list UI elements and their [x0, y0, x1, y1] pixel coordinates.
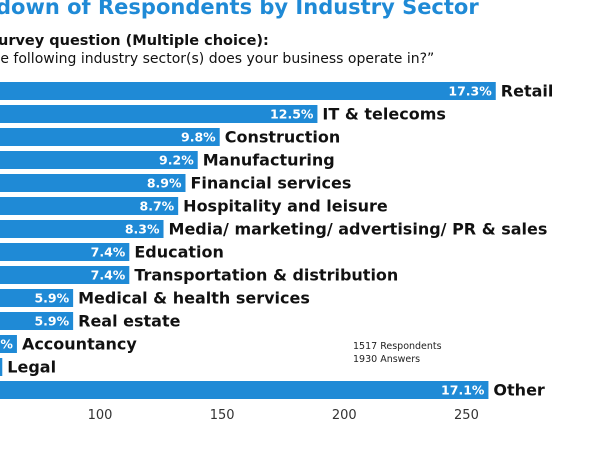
bar-medical-health-services [0, 289, 74, 307]
category-label-accountancy: Accountancy [22, 335, 137, 354]
value-label-medical-health-services: 5.9% [34, 291, 69, 306]
category-label-retail: Retail [501, 82, 554, 101]
answers-count: 1930 Answers [353, 354, 421, 365]
bar-retail [0, 82, 496, 100]
category-label-media-marketing-advertising-pr-sales: Media/ marketing/ advertising/ PR & sale… [169, 220, 548, 239]
bar-it-telecoms [0, 105, 318, 123]
value-label-retail: 17.3% [448, 84, 492, 99]
bar-media-marketing-advertising-pr-sales [0, 220, 164, 238]
category-label-other: Other [493, 381, 544, 400]
category-label-construction: Construction [225, 128, 341, 147]
respondents-note: 1517 Respondents 1930 Answers [353, 340, 442, 366]
respondents-count: 1517 Respondents [353, 341, 442, 352]
category-label-legal: Legal [7, 358, 56, 377]
bar-other [0, 381, 489, 399]
bar-manufacturing [0, 151, 198, 169]
x-tick-150: 150 [210, 408, 235, 423]
x-tick-250: 250 [454, 408, 479, 423]
x-tick-200: 200 [332, 408, 357, 423]
category-label-hospitality-and-leisure: Hospitality and leisure [183, 197, 388, 216]
category-label-manufacturing: Manufacturing [203, 151, 335, 170]
value-label-other: 17.1% [441, 383, 485, 398]
bar-accountancy [0, 335, 17, 353]
value-label-real-estate: 5.9% [34, 314, 69, 329]
chart-title: down of Respondents by Industry Sector [0, 0, 479, 19]
bar-transportation-distribution [0, 266, 130, 284]
value-label-hospitality-and-leisure: 8.7% [140, 199, 175, 214]
value-label-media-marketing-advertising-pr-sales: 8.3% [125, 222, 160, 237]
value-label-financial-services: 8.9% [147, 176, 182, 191]
x-tick-100: 100 [88, 408, 113, 423]
category-label-it-telecoms: IT & telecoms [322, 105, 445, 124]
category-label-medical-health-services: Medical & health services [78, 289, 310, 308]
bar-financial-services [0, 174, 186, 192]
value-label-manufacturing: 9.2% [159, 153, 194, 168]
value-label-education: 7.4% [91, 245, 126, 260]
category-label-real-estate: Real estate [78, 312, 180, 331]
value-label-transportation-distribution: 7.4% [91, 268, 126, 283]
category-label-financial-services: Financial services [191, 174, 352, 193]
survey-question-text: the following industry sector(s) does yo… [0, 51, 435, 67]
bar-construction [0, 128, 220, 146]
bar-education [0, 243, 130, 261]
bar-hospitality-and-leisure [0, 197, 179, 215]
value-label-accountancy: 4% [0, 337, 13, 352]
value-label-it-telecoms: 12.5% [270, 107, 314, 122]
value-label-construction: 9.8% [181, 130, 216, 145]
bar-legal [0, 358, 3, 376]
bar-real-estate [0, 312, 74, 330]
category-label-transportation-distribution: Transportation & distribution [134, 266, 398, 285]
category-label-education: Education [134, 243, 224, 262]
survey-question-heading: urvey question (Multiple choice): [0, 33, 269, 49]
